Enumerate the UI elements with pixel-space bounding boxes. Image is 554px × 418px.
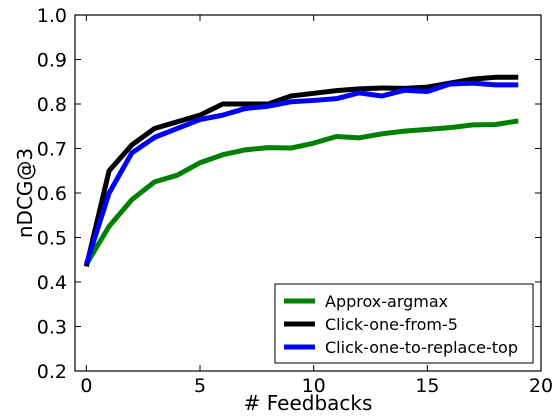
y-tick-label: 0.9 bbox=[37, 50, 67, 72]
y-tick-label: 1.0 bbox=[37, 5, 67, 27]
legend-box bbox=[274, 283, 534, 364]
y-tick-label: 0.2 bbox=[37, 361, 67, 383]
y-axis-label: nDCG@3 bbox=[13, 148, 37, 238]
y-tick-label: 0.3 bbox=[37, 317, 67, 339]
y-tick-label: 0.7 bbox=[37, 139, 67, 161]
x-tick-label: 5 bbox=[194, 375, 206, 397]
axes-layer: 0 5 10 15 20 0.2 0.3 0.4 0.5 0.6 0.7 0.8 0.9 1.0 bbox=[37, 5, 553, 397]
series-line-click-one-from-5 bbox=[83, 74, 519, 268]
legend: Approx-argmax Click-one-from-5 Click-one-t… bbox=[274, 283, 534, 364]
series-layer bbox=[83, 74, 519, 268]
x-axis-label: # Feedbacks bbox=[244, 391, 373, 414]
x-tick-label: 0 bbox=[80, 375, 92, 397]
x-tick-label: 15 bbox=[415, 375, 439, 397]
legend-label: Click-one-from-5 bbox=[325, 315, 458, 334]
y-tick-label: 0.8 bbox=[37, 94, 67, 116]
x-tick-label: 10 bbox=[302, 375, 326, 397]
x-tick-label: 20 bbox=[529, 375, 553, 397]
legend-label: Click-one-to-replace-top bbox=[325, 338, 518, 357]
series-line-approx-argmax bbox=[84, 118, 519, 266]
series-line-click-one-to-replace-top bbox=[83, 80, 519, 265]
y-tick-label: 0.5 bbox=[37, 228, 67, 250]
y-tick-label: 0.6 bbox=[37, 183, 67, 205]
legend-label: Approx-argmax bbox=[325, 292, 448, 311]
y-tick-label: 0.4 bbox=[37, 272, 67, 294]
